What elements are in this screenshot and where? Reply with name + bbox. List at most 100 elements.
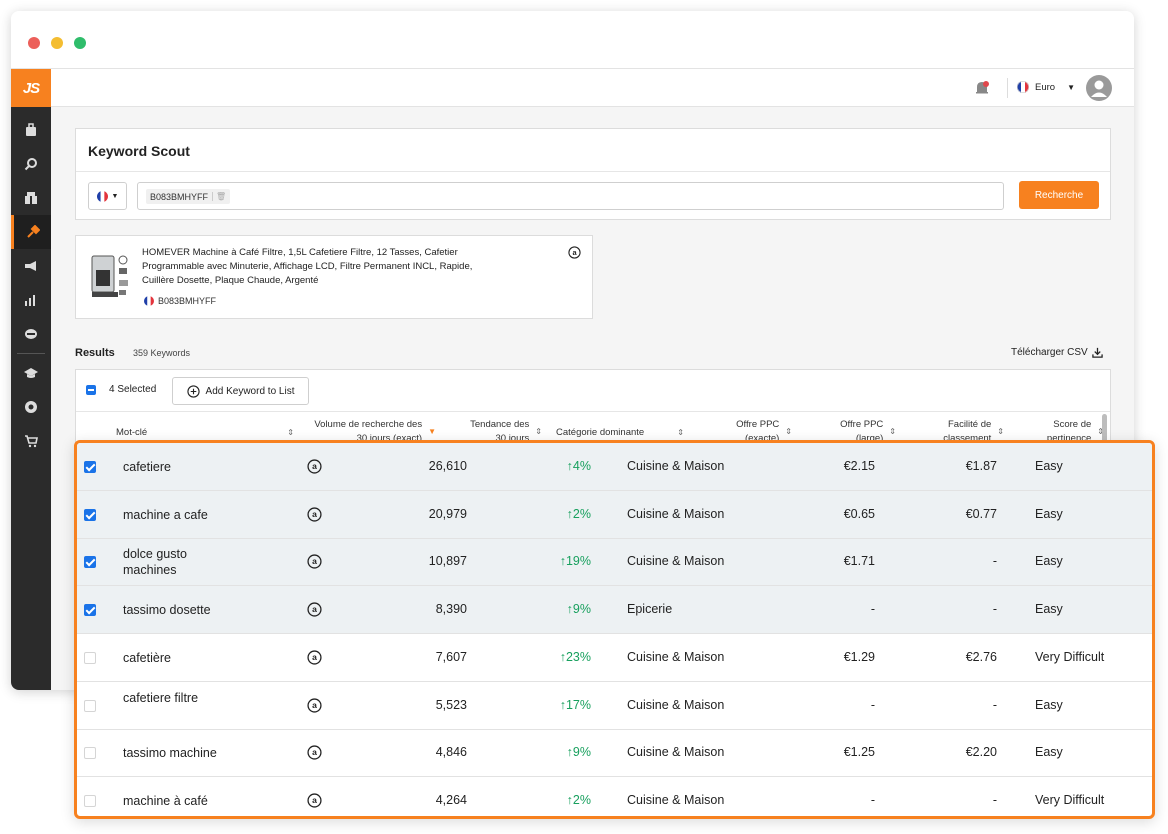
amazon-icon[interactable]: a [307, 554, 322, 572]
column-ease[interactable]: Facilité de classement ⇕ [916, 418, 1004, 446]
row-checkbox[interactable] [84, 556, 96, 569]
amazon-icon[interactable]: a [307, 698, 322, 716]
asin-search-input[interactable]: B083BMHYFF 🗑 [137, 182, 1004, 210]
column-volume[interactable]: Volume de recherche des 30 jours (exact)… [308, 418, 436, 446]
category-cell: Cuisine & Maison [627, 697, 725, 712]
close-window-button[interactable] [28, 37, 40, 49]
download-csv-label: Télécharger CSV [1011, 347, 1088, 358]
ppc-exact-cell: €1.29 [843, 649, 875, 664]
table-row[interactable]: dolce gusto machines 10,897 ↑19% Cuisine & … [77, 538, 1152, 587]
amazon-icon[interactable]: a [307, 459, 322, 477]
graduation-cap-icon[interactable] [11, 356, 51, 390]
academy-icon[interactable] [11, 317, 51, 351]
keyword-scout-icon[interactable] [11, 215, 51, 249]
marketplace-selector[interactable]: ▼ [88, 182, 127, 210]
volume-cell: 8,390 [435, 602, 467, 617]
amazon-icon[interactable]: a [307, 650, 322, 668]
trash-icon[interactable]: 🗑 [212, 192, 226, 201]
download-csv-link[interactable]: Télécharger CSV [1011, 347, 1103, 358]
notification-bell-icon[interactable] [974, 80, 990, 101]
amazon-icon[interactable]: a [568, 246, 581, 264]
column-ppc-broad[interactable]: Offre PPC (large) ⇕ [824, 418, 896, 446]
amazon-icon[interactable]: a [307, 745, 322, 763]
asin-chip[interactable]: B083BMHYFF 🗑 [146, 189, 231, 204]
row-checkbox[interactable] [84, 747, 96, 760]
sort-icon: ⇕ [997, 427, 1004, 436]
chevron-down-icon: ▼ [111, 192, 119, 200]
table-header: Mot-clé ⇕ Volume de recherche des 30 jour… [76, 412, 1110, 454]
asin-chip-label: B083BMHYFF [150, 191, 209, 202]
row-checkbox[interactable] [84, 460, 96, 473]
column-trend[interactable]: Tendance des 30 jours ⇕ [454, 418, 542, 446]
currency-selector[interactable]: Euro ▼ [1017, 81, 1075, 93]
ppc-exact-cell: - [870, 793, 875, 808]
column-volume-label: Volume de recherche des 30 jours (exact) [314, 419, 423, 444]
ease-cell: Easy [1035, 602, 1063, 617]
user-avatar[interactable] [1086, 75, 1112, 101]
search-icon[interactable] [11, 147, 51, 181]
table-row[interactable]: machine a cafe 20,979 ↑2% Cuisine & Maison €… [77, 490, 1152, 539]
ppc-broad-cell: €1.87 [965, 458, 997, 473]
product-database-icon[interactable] [11, 113, 51, 147]
chrome-extension-icon[interactable] [11, 390, 51, 424]
category-cell: Cuisine & Maison [627, 649, 725, 664]
cart-icon[interactable] [11, 424, 51, 458]
amazon-icon[interactable]: a [307, 507, 322, 525]
table-row[interactable]: tassimo dosette 8,390 ↑9% Epicerie - - Easy a [77, 586, 1152, 634]
row-checkbox[interactable] [84, 795, 96, 808]
row-checkbox[interactable] [84, 699, 96, 712]
france-flag-icon [96, 190, 108, 202]
add-keyword-button[interactable]: Add Keyword to List [172, 377, 309, 405]
table-row[interactable]: cafetiere filtre 5,523 ↑17% Cuisine & Maiso… [77, 682, 1152, 730]
column-ppc-broad-label: Offre PPC (large) [840, 419, 884, 444]
keyword-cell: dolce gusto machines [123, 547, 187, 578]
sort-desc-icon: ▼ [428, 427, 436, 436]
product-image [86, 250, 132, 302]
svg-text:a: a [312, 461, 317, 471]
column-relevance[interactable]: Score de pertinence ⇕ [1026, 418, 1104, 446]
category-cell: Cuisine & Maison [627, 458, 725, 473]
keyword-cell: cafetiere [123, 459, 171, 474]
js-logo[interactable]: JS [11, 69, 51, 107]
product-card: HOMEVER Machine à Café Filtre, 1,5L Cafe… [75, 235, 593, 319]
category-cell: Cuisine & Maison [627, 554, 725, 569]
sidebar-divider [17, 353, 45, 354]
maximize-window-button[interactable] [74, 37, 86, 49]
currency-label: Euro [1035, 81, 1056, 93]
amazon-icon[interactable]: a [307, 602, 322, 620]
amazon-icon[interactable]: a [307, 793, 322, 811]
column-ppc-exact[interactable]: Offre PPC (exacte) ⇕ [716, 418, 792, 446]
search-button[interactable]: Recherche [1019, 181, 1099, 209]
keyword-cell: machine a cafe [123, 507, 208, 522]
ppc-exact-cell: €0.65 [843, 506, 875, 521]
keyword-cell: cafetiere filtre [123, 690, 199, 705]
megaphone-icon[interactable] [11, 249, 51, 283]
ppc-broad-cell: - [992, 602, 997, 617]
table-row[interactable]: tassimo machine 4,846 ↑9% Cuisine & Maison €… [77, 730, 1152, 778]
table-row[interactable]: cafetière 7,607 ↑23% Cuisine & Maison €1.29 €… [77, 634, 1152, 682]
ppc-exact-cell: €1.25 [843, 745, 875, 760]
row-checkbox[interactable] [84, 508, 96, 521]
minimize-window-button[interactable] [51, 37, 63, 49]
category-cell: Epicerie [627, 602, 673, 617]
volume-cell: 4,264 [435, 793, 467, 808]
bar-chart-icon[interactable] [11, 283, 51, 317]
ppc-broad-cell: - [992, 793, 997, 808]
column-trend-label: Tendance des 30 jours [470, 419, 530, 444]
row-checkbox[interactable] [84, 604, 96, 617]
trend-cell: ↑4% [566, 458, 591, 473]
select-all-checkbox[interactable] [86, 385, 96, 395]
ease-cell: Very Difficult [1035, 793, 1105, 808]
column-category[interactable]: Catégorie dominante ⇕ [556, 426, 684, 440]
keyword-cell: cafetière [123, 650, 171, 665]
table-scrollbar[interactable] [1102, 414, 1107, 444]
table-row[interactable]: machine à café 4,264 ↑2% Cuisine & Maison - -… [77, 777, 1152, 816]
topbar-divider [1007, 78, 1008, 98]
table-row[interactable]: cafetiere 26,610 ↑4% Cuisine & Maison €2.15 €… [77, 443, 1152, 491]
column-keyword[interactable]: Mot-clé ⇕ [116, 426, 294, 440]
opportunity-finder-icon[interactable] [11, 181, 51, 215]
sort-icon: ⇕ [677, 428, 684, 437]
volume-cell: 7,607 [435, 649, 467, 664]
row-checkbox[interactable] [84, 651, 96, 664]
results-count: 359 Keywords [133, 348, 191, 358]
